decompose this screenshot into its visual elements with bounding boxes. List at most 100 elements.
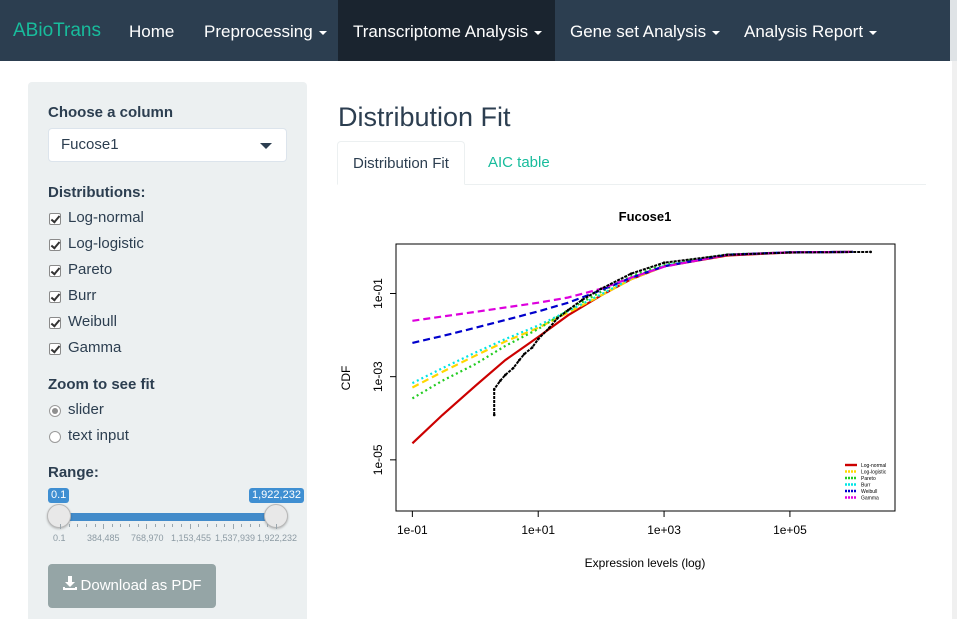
empirical-point	[629, 272, 633, 275]
nav-transcriptome-analysis[interactable]: Transcriptome Analysis	[338, 0, 555, 61]
radio-label: text input	[68, 427, 129, 444]
range-slider-tick	[77, 524, 79, 527]
empirical-point	[555, 317, 559, 320]
column-select-value: Fucose1	[61, 136, 119, 153]
empirical-point	[511, 366, 515, 370]
axes-layer: 1e-01 1e+01 1e+03 1e+05 1e-05 1e-03 1e-01	[371, 278, 807, 537]
empirical-point	[580, 298, 584, 302]
nav-preprocessing-label: Preprocessing	[204, 22, 313, 41]
distributions-label: Distributions:	[48, 184, 146, 201]
checkbox-checked-icon[interactable]	[49, 213, 61, 225]
empirical-point	[725, 253, 729, 257]
nav-gene-set-analysis[interactable]: Gene set Analysis	[555, 0, 735, 61]
plot-frame	[395, 243, 896, 512]
range-slider-tick	[68, 524, 70, 527]
series-layer	[411, 250, 853, 445]
range-slider-tick	[155, 524, 157, 527]
nav-preprocessing[interactable]: Preprocessing	[189, 0, 342, 61]
range-slider-tick	[129, 524, 131, 527]
range-slider-tick	[103, 524, 105, 529]
navbar: ABioTrans Home Preprocessing Transcripto…	[0, 0, 957, 61]
radio-label: slider	[68, 401, 104, 418]
nav-analysis-report[interactable]: Analysis Report	[729, 0, 892, 61]
range-tick-label: 768,970	[131, 533, 164, 543]
series-line-pareto	[411, 250, 853, 400]
nav-home-label: Home	[129, 22, 175, 41]
empirical-point	[492, 387, 496, 391]
column-select-label: Choose a column	[48, 104, 174, 121]
y-tick-label: 1e-03	[371, 361, 385, 392]
column-select[interactable]: Fucose1	[48, 128, 287, 162]
empirical-layer	[492, 250, 872, 417]
legend-label: Pareto	[861, 476, 876, 482]
range-slider-tick	[250, 524, 252, 527]
checkbox-checked-icon[interactable]	[49, 239, 61, 251]
checkbox-label: Log-normal	[68, 209, 144, 226]
range-min-badge: 0.1	[48, 488, 70, 503]
empirical-point	[499, 379, 502, 382]
tab-bar: Distribution Fit AIC table	[337, 141, 926, 185]
range-slider-tick	[60, 524, 61, 529]
download-pdf-button[interactable]: Download as PDF	[48, 564, 216, 608]
caret-down-icon	[318, 30, 327, 35]
y-axis-label: CDF	[339, 366, 353, 391]
range-slider-tick	[111, 524, 113, 527]
empirical-point	[522, 352, 526, 356]
series-line-weibull	[412, 250, 853, 344]
x-axis-label: Expression levels (log)	[585, 556, 706, 570]
range-max-badge: 1,922,232	[249, 488, 304, 503]
brand-logo[interactable]: ABioTrans	[13, 20, 101, 41]
checkbox-checked-icon[interactable]	[49, 317, 61, 329]
range-slider-tick	[120, 524, 122, 527]
empirical-point	[504, 373, 507, 377]
range-slider-tick	[85, 524, 87, 527]
range-slider-tick	[163, 524, 165, 527]
range-slider-tick	[137, 524, 139, 527]
range-tick-label: 1,153,455	[171, 533, 212, 543]
nav-gene-set-analysis-label: Gene set Analysis	[570, 22, 707, 41]
empirical-point	[530, 346, 534, 349]
tab-distribution-fit[interactable]: Distribution Fit	[337, 141, 465, 185]
checkbox-label: Gamma	[68, 339, 122, 356]
range-slider-min-handle[interactable]	[47, 504, 71, 528]
empirical-point	[599, 287, 603, 291]
range-tick-label: 384,485	[87, 533, 120, 543]
range-slider-tick	[198, 524, 200, 527]
chart-title: Fucose1	[619, 209, 672, 224]
caret-down-icon	[869, 30, 878, 35]
checkbox-checked-icon[interactable]	[49, 265, 61, 277]
legend: Log-normalLog-logisticParetoBurrWeibullG…	[845, 463, 887, 502]
checkbox-checked-icon[interactable]	[49, 291, 61, 303]
series-line-log-normal	[411, 250, 853, 445]
y-tick-label: 1e-01	[371, 278, 385, 309]
range-slider-track[interactable]	[58, 513, 276, 521]
range-slider-tick	[146, 524, 148, 529]
empirical-point	[536, 337, 540, 341]
empirical-point	[566, 308, 570, 312]
checkbox-checked-icon[interactable]	[49, 343, 61, 355]
legend-label: Gamma	[861, 496, 879, 502]
series-line-burr	[411, 250, 853, 385]
range-tick-label: 1,537,939	[215, 533, 256, 543]
tab-aic-table[interactable]: AIC table	[488, 154, 550, 171]
x-tick-label: 1e+03	[647, 523, 681, 537]
window-edge	[952, 61, 957, 619]
empirical-point	[492, 413, 496, 417]
nav-home[interactable]: Home	[114, 0, 189, 61]
checkbox-label: Weibull	[68, 313, 117, 330]
window-edge	[950, 0, 957, 61]
sidebar-panel: Choose a column Fucose1 Distributions: L…	[28, 82, 307, 619]
range-slider-tick	[258, 524, 260, 527]
y-tick-label: 1e-05	[371, 444, 385, 475]
range-slider-tick	[172, 524, 174, 527]
checkbox-label: Pareto	[68, 261, 113, 278]
range-tick-label: 0.1	[53, 533, 66, 543]
dropdown-arrow-icon	[260, 143, 272, 149]
zoom-label: Zoom to see fit	[48, 376, 155, 393]
range-slider-tick	[94, 524, 96, 527]
empirical-cdf-line	[493, 250, 871, 415]
radio-unselected-icon[interactable]	[49, 431, 61, 443]
download-icon	[62, 576, 77, 590]
range-slider-tick	[180, 524, 182, 527]
radio-selected-icon[interactable]	[49, 405, 61, 417]
